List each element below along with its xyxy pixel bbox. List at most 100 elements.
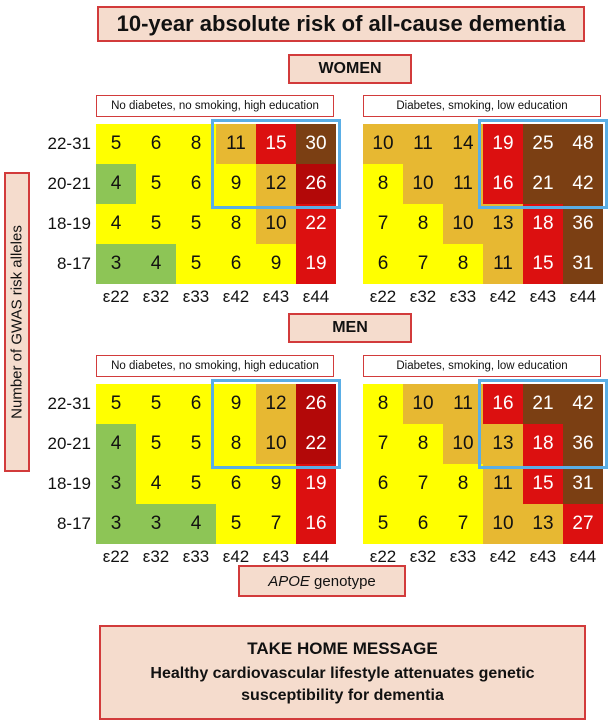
women-high-cell-1-1: 10 bbox=[403, 164, 443, 204]
women-low-cell-2-4: 10 bbox=[256, 204, 296, 244]
women-low-cell-2-1: 5 bbox=[136, 204, 176, 244]
men-low-x-tick-2: ε33 bbox=[182, 547, 210, 566]
women-high-cell-2-2: 10 bbox=[443, 204, 483, 244]
women-high-x-tick-2: ε33 bbox=[449, 287, 477, 306]
men-low-cell-1-5: 22 bbox=[296, 424, 336, 464]
x-axis-title-rest: genotype bbox=[309, 572, 376, 590]
men-low-cell-0-3: 9 bbox=[216, 384, 256, 424]
women-high-cell-2-3: 13 bbox=[483, 204, 523, 244]
men-high-cell-2-3: 11 bbox=[483, 464, 523, 504]
women-low-cell-1-4: 12 bbox=[256, 164, 296, 204]
women-high-x-tick-1: ε32 bbox=[409, 287, 437, 306]
men-low-cell-0-0: 5 bbox=[96, 384, 136, 424]
women-high-x-tick-4: ε43 bbox=[529, 287, 557, 306]
women-low-cell-0-3: 11 bbox=[216, 124, 256, 164]
women-low-x-tick-4: ε43 bbox=[262, 287, 290, 306]
men-low-cell-3-3: 5 bbox=[216, 504, 256, 544]
women-high-cell-0-2: 14 bbox=[443, 124, 483, 164]
men-low-cell-1-4: 10 bbox=[256, 424, 296, 464]
women-low-cell-1-3: 9 bbox=[216, 164, 256, 204]
women-low-y-tick-2: 18-19 bbox=[47, 214, 91, 233]
men-high-cell-3-5: 27 bbox=[563, 504, 603, 544]
women-low-cell-0-2: 8 bbox=[176, 124, 216, 164]
men-low-x-tick-3: ε42 bbox=[222, 547, 250, 566]
men-high-cell-3-4: 13 bbox=[523, 504, 563, 544]
women-high-cell-2-5: 36 bbox=[563, 204, 603, 244]
men-high-cell-3-0: 5 bbox=[363, 504, 403, 544]
women-high-cell-3-4: 15 bbox=[523, 244, 563, 284]
women-high-cell-2-0: 7 bbox=[363, 204, 403, 244]
women-low-x-tick-2: ε33 bbox=[182, 287, 210, 306]
women-high-x-tick-3: ε42 bbox=[489, 287, 517, 306]
women-low-condition-label: No diabetes, no smoking, high education bbox=[96, 95, 334, 117]
men-low-cell-3-4: 7 bbox=[256, 504, 296, 544]
women-low-cell-3-1: 4 bbox=[136, 244, 176, 284]
men-low-cell-2-1: 4 bbox=[136, 464, 176, 504]
women-high-cell-2-1: 8 bbox=[403, 204, 443, 244]
women-low-highlight-box bbox=[211, 119, 341, 209]
women-high-x-tick-5: ε44 bbox=[569, 287, 597, 306]
men-high-x-tick-3: ε42 bbox=[489, 547, 517, 566]
men-low-cell-1-0: 4 bbox=[96, 424, 136, 464]
men-low-cell-1-2: 5 bbox=[176, 424, 216, 464]
women-high-condition-label: Diabetes, smoking, low education bbox=[363, 95, 601, 117]
women-high-cell-3-1: 7 bbox=[403, 244, 443, 284]
women-low-cell-2-0: 4 bbox=[96, 204, 136, 244]
men-low-cell-0-4: 12 bbox=[256, 384, 296, 424]
women-high-cell-1-3: 16 bbox=[483, 164, 523, 204]
men-low-condition-label: No diabetes, no smoking, high education bbox=[96, 355, 334, 377]
men-high-cell-3-2: 7 bbox=[443, 504, 483, 544]
men-low-x-tick-0: ε22 bbox=[102, 547, 130, 566]
take-home-body: Healthy cardiovascular lifestyle attenua… bbox=[150, 664, 535, 704]
men-high-cell-3-1: 6 bbox=[403, 504, 443, 544]
men-high-cell-0-0: 8 bbox=[363, 384, 403, 424]
women-high-cell-0-0: 10 bbox=[363, 124, 403, 164]
women-low-cell-0-4: 15 bbox=[256, 124, 296, 164]
men-high-cell-2-4: 15 bbox=[523, 464, 563, 504]
men-low-x-tick-5: ε44 bbox=[302, 547, 330, 566]
men-low-cell-2-3: 6 bbox=[216, 464, 256, 504]
men-high-x-tick-4: ε43 bbox=[529, 547, 557, 566]
men-section-label: MEN bbox=[288, 313, 412, 343]
women-high-highlight-box bbox=[478, 119, 608, 209]
women-low-cell-3-4: 9 bbox=[256, 244, 296, 284]
x-axis-title-gene: APOE bbox=[268, 572, 310, 590]
men-high-cell-3-3: 10 bbox=[483, 504, 523, 544]
women-low-cell-0-1: 6 bbox=[136, 124, 176, 164]
y-axis-title: Number of GWAS risk alleles bbox=[4, 172, 30, 472]
women-low-cell-1-0: 4 bbox=[96, 164, 136, 204]
women-high-cell-3-3: 11 bbox=[483, 244, 523, 284]
men-high-x-tick-2: ε33 bbox=[449, 547, 477, 566]
chart-title: 10-year absolute risk of all-cause demen… bbox=[97, 6, 585, 42]
women-low-cell-2-5: 22 bbox=[296, 204, 336, 244]
men-low-cell-3-5: 16 bbox=[296, 504, 336, 544]
women-high-cell-0-1: 11 bbox=[403, 124, 443, 164]
men-high-cell-1-4: 18 bbox=[523, 424, 563, 464]
women-low-y-tick-0: 22-31 bbox=[47, 134, 91, 153]
women-low-cell-3-0: 3 bbox=[96, 244, 136, 284]
men-high-highlight-box bbox=[478, 379, 608, 469]
women-high-cell-1-4: 21 bbox=[523, 164, 563, 204]
men-low-cell-2-2: 5 bbox=[176, 464, 216, 504]
women-low-x-tick-3: ε42 bbox=[222, 287, 250, 306]
men-low-cell-0-1: 5 bbox=[136, 384, 176, 424]
women-low-cell-3-5: 19 bbox=[296, 244, 336, 284]
men-high-cell-0-3: 16 bbox=[483, 384, 523, 424]
men-high-x-tick-1: ε32 bbox=[409, 547, 437, 566]
take-home-message: TAKE HOME MESSAGE Healthy cardiovascular… bbox=[99, 625, 586, 720]
men-low-cell-0-5: 26 bbox=[296, 384, 336, 424]
men-high-cell-0-1: 10 bbox=[403, 384, 443, 424]
women-high-cell-3-0: 6 bbox=[363, 244, 403, 284]
women-low-cell-0-5: 30 bbox=[296, 124, 336, 164]
women-low-cell-1-5: 26 bbox=[296, 164, 336, 204]
y-axis-title-text: Number of GWAS risk alleles bbox=[8, 225, 26, 419]
women-low-x-tick-0: ε22 bbox=[102, 287, 130, 306]
women-high-cell-2-4: 18 bbox=[523, 204, 563, 244]
men-low-y-tick-2: 18-19 bbox=[47, 474, 91, 493]
men-high-cell-1-2: 10 bbox=[443, 424, 483, 464]
men-low-cell-2-5: 19 bbox=[296, 464, 336, 504]
men-low-cell-1-3: 8 bbox=[216, 424, 256, 464]
men-low-cell-2-4: 9 bbox=[256, 464, 296, 504]
women-high-cell-0-3: 19 bbox=[483, 124, 523, 164]
women-high-cell-0-4: 25 bbox=[523, 124, 563, 164]
